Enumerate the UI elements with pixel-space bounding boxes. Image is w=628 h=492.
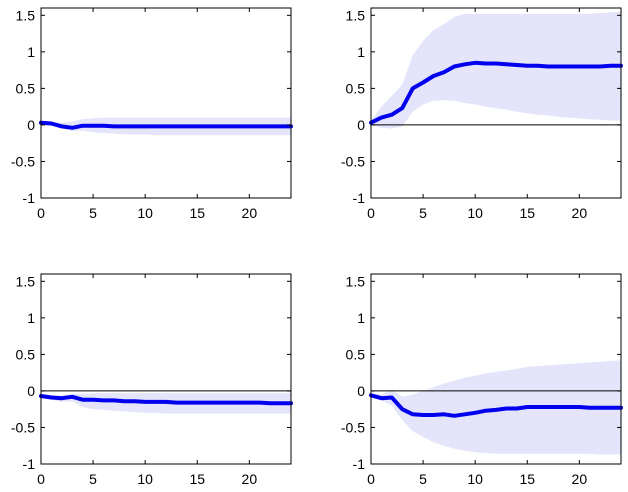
confidence-band-top-right: [371, 11, 621, 129]
x-tick-label-bottom-left: 10: [137, 471, 153, 487]
x-tick-label-top-right: 15: [519, 205, 535, 221]
x-tick-label-bottom-right: 15: [519, 471, 535, 487]
panel-bottom-left: -1 -0.5 0 0.5 1 1.5 0 5 10 15 20: [11, 273, 293, 487]
y-tick-label-top-right: 0: [357, 117, 365, 133]
y-tick-label-bottom-left: -1: [23, 456, 36, 472]
y-tick-label-bottom-left: -0.5: [11, 419, 35, 435]
x-tick-label-bottom-left: 20: [242, 471, 258, 487]
x-tick-label-top-left: 20: [242, 205, 258, 221]
y-tick-label-top-left: -0.5: [11, 153, 35, 169]
panel-top-left: -1 -0.5 0 0.5 1 1.5 0 5 10 15 20: [11, 7, 293, 221]
y-tick-label-top-left: 0: [27, 117, 35, 133]
y-tick-label-bottom-right: 0.5: [346, 346, 366, 362]
x-tick-label-top-left: 0: [37, 205, 45, 221]
x-tick-label-top-right: 10: [467, 205, 483, 221]
y-tick-label-top-right: 1: [357, 44, 365, 60]
x-tick-label-top-left: 15: [189, 205, 205, 221]
y-tick-label-bottom-right: -0.5: [341, 419, 365, 435]
y-tick-label-top-right: -0.5: [341, 153, 365, 169]
y-tick-label-top-right: 1.5: [346, 7, 366, 23]
panel-bottom-right: -1 -0.5 0 0.5 1 1.5 0 5 10 15 20: [341, 273, 623, 487]
panel-top-right: -1 -0.5 0 0.5 1 1.5 0 5 10 15 20: [341, 7, 623, 221]
y-tick-label-bottom-right: -1: [353, 456, 366, 472]
y-tick-label-top-left: 0.5: [16, 80, 36, 96]
axes-frame-top-left: [40, 7, 292, 199]
x-tick-label-top-left: 10: [137, 205, 153, 221]
y-tick-label-bottom-left: 0.5: [16, 346, 36, 362]
confidence-band-bottom-right: [371, 360, 621, 455]
x-tick-label-bottom-right: 20: [572, 471, 588, 487]
x-tick-label-top-left: 5: [89, 205, 97, 221]
y-tick-label-top-left: 1.5: [16, 7, 36, 23]
x-tick-label-bottom-right: 0: [367, 471, 375, 487]
x-tick-label-bottom-left: 15: [189, 471, 205, 487]
y-tick-label-top-right: -1: [353, 190, 366, 206]
response-line-bottom-left: [39, 394, 293, 406]
y-tick-label-top-left: -1: [23, 190, 36, 206]
response-line-top-left: [39, 120, 293, 130]
response-line-top-right: [369, 60, 623, 125]
axes-frame-bottom-right: [370, 273, 622, 465]
y-tick-label-top-right: 0.5: [346, 80, 366, 96]
y-tick-label-bottom-right: 1: [357, 310, 365, 326]
axes-frame-top-right: [370, 7, 622, 199]
y-tick-label-top-left: 1: [27, 44, 35, 60]
response-line-bottom-right: [369, 393, 623, 418]
x-tick-label-bottom-right: 5: [419, 471, 427, 487]
y-tick-label-bottom-left: 1: [27, 310, 35, 326]
x-tick-label-top-right: 5: [419, 205, 427, 221]
x-tick-label-bottom-right: 10: [467, 471, 483, 487]
x-tick-label-top-right: 0: [367, 205, 375, 221]
axes-frame-bottom-left: [40, 273, 292, 465]
x-tick-label-top-right: 20: [572, 205, 588, 221]
y-tick-label-bottom-right: 1.5: [346, 273, 366, 289]
y-tick-label-bottom-left: 0: [27, 383, 35, 399]
x-tick-label-bottom-left: 5: [89, 471, 97, 487]
y-tick-label-bottom-right: 0: [357, 383, 365, 399]
x-tick-label-bottom-left: 0: [37, 471, 45, 487]
y-tick-label-bottom-left: 1.5: [16, 273, 36, 289]
